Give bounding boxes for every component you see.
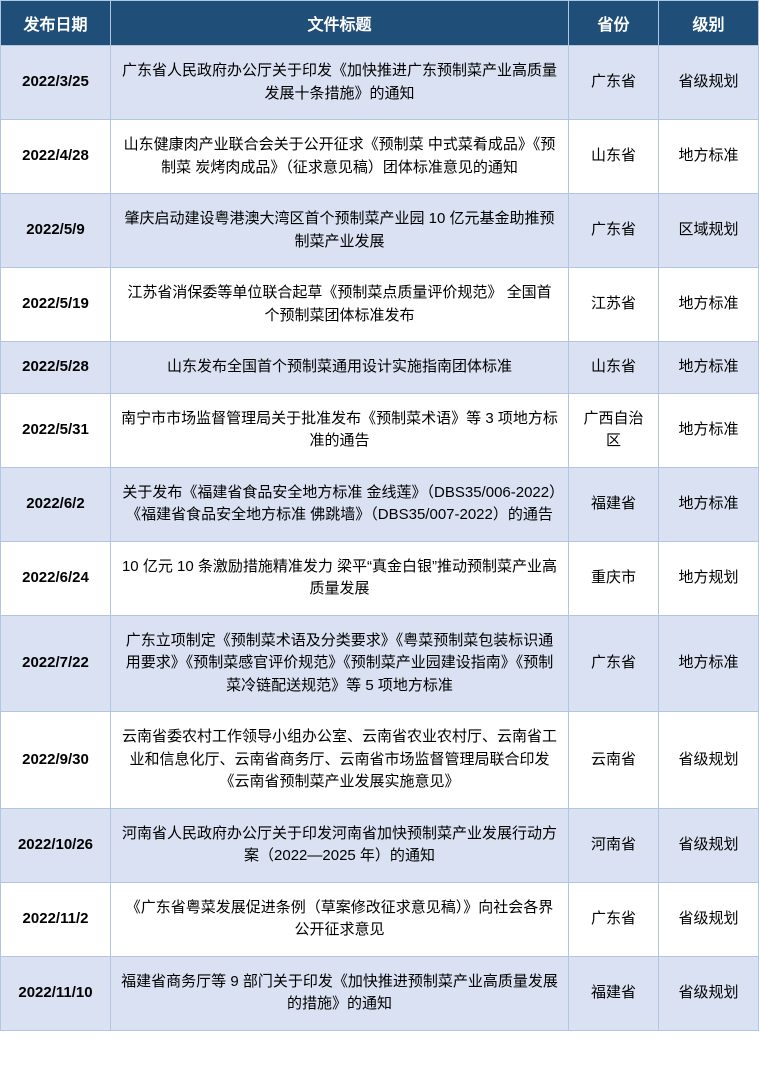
cell-date: 2022/3/25 xyxy=(1,46,111,120)
cell-date: 2022/5/31 xyxy=(1,393,111,467)
col-header-title: 文件标题 xyxy=(111,1,569,46)
col-header-prov: 省份 xyxy=(569,1,659,46)
table-row: 2022/5/28山东发布全国首个预制菜通用设计实施指南团体标准山东省地方标准 xyxy=(1,342,759,394)
cell-prov: 山东省 xyxy=(569,120,659,194)
cell-title: 《广东省粤菜发展促进条例（草案修改征求意见稿）》向社会各界公开征求意见 xyxy=(111,882,569,956)
table-row: 2022/6/2关于发布《福建省食品安全地方标准 金线莲》（DBS35/006-… xyxy=(1,467,759,541)
cell-date: 2022/9/30 xyxy=(1,712,111,809)
cell-level: 省级规划 xyxy=(659,712,759,809)
col-header-date: 发布日期 xyxy=(1,1,111,46)
table-row: 2022/7/22广东立项制定《预制菜术语及分类要求》《粤菜预制菜包装标识通用要… xyxy=(1,615,759,712)
table-row: 2022/5/31南宁市市场监督管理局关于批准发布《预制菜术语》等 3 项地方标… xyxy=(1,393,759,467)
cell-date: 2022/6/24 xyxy=(1,541,111,615)
cell-date: 2022/7/22 xyxy=(1,615,111,712)
cell-level: 地方标准 xyxy=(659,342,759,394)
cell-level: 省级规划 xyxy=(659,882,759,956)
cell-level: 省级规划 xyxy=(659,46,759,120)
cell-level: 地方标准 xyxy=(659,268,759,342)
cell-level: 地方标准 xyxy=(659,120,759,194)
header-row: 发布日期 文件标题 省份 级别 xyxy=(1,1,759,46)
cell-level: 地方标准 xyxy=(659,393,759,467)
cell-date: 2022/5/9 xyxy=(1,194,111,268)
cell-date: 2022/4/28 xyxy=(1,120,111,194)
cell-title: 云南省委农村工作领导小组办公室、云南省农业农村厅、云南省工业和信息化厅、云南省商… xyxy=(111,712,569,809)
cell-title: 江苏省消保委等单位联合起草《预制菜点质量评价规范》 全国首个预制菜团体标准发布 xyxy=(111,268,569,342)
cell-date: 2022/11/10 xyxy=(1,956,111,1030)
cell-prov: 广东省 xyxy=(569,882,659,956)
cell-title: 南宁市市场监督管理局关于批准发布《预制菜术语》等 3 项地方标准的通告 xyxy=(111,393,569,467)
cell-title: 广东立项制定《预制菜术语及分类要求》《粤菜预制菜包装标识通用要求》《预制菜感官评… xyxy=(111,615,569,712)
cell-prov: 福建省 xyxy=(569,467,659,541)
table-row: 2022/4/28山东健康肉产业联合会关于公开征求《预制菜 中式菜肴成品》《预制… xyxy=(1,120,759,194)
cell-prov: 河南省 xyxy=(569,808,659,882)
cell-level: 地方标准 xyxy=(659,467,759,541)
table-row: 2022/11/10福建省商务厅等 9 部门关于印发《加快推进预制菜产业高质量发… xyxy=(1,956,759,1030)
cell-title: 广东省人民政府办公厅关于印发《加快推进广东预制菜产业高质量发展十条措施》的通知 xyxy=(111,46,569,120)
cell-prov: 山东省 xyxy=(569,342,659,394)
cell-title: 肇庆启动建设粤港澳大湾区首个预制菜产业园 10 亿元基金助推预制菜产业发展 xyxy=(111,194,569,268)
cell-prov: 广西自治区 xyxy=(569,393,659,467)
cell-level: 地方标准 xyxy=(659,615,759,712)
cell-title: 关于发布《福建省食品安全地方标准 金线莲》（DBS35/006-2022）《福建… xyxy=(111,467,569,541)
table-row: 2022/10/26河南省人民政府办公厅关于印发河南省加快预制菜产业发展行动方案… xyxy=(1,808,759,882)
cell-level: 省级规划 xyxy=(659,956,759,1030)
cell-title: 山东发布全国首个预制菜通用设计实施指南团体标准 xyxy=(111,342,569,394)
table-row: 2022/11/2《广东省粤菜发展促进条例（草案修改征求意见稿）》向社会各界公开… xyxy=(1,882,759,956)
cell-title: 福建省商务厅等 9 部门关于印发《加快推进预制菜产业高质量发展的措施》的通知 xyxy=(111,956,569,1030)
cell-prov: 江苏省 xyxy=(569,268,659,342)
table-row: 2022/5/9肇庆启动建设粤港澳大湾区首个预制菜产业园 10 亿元基金助推预制… xyxy=(1,194,759,268)
cell-level: 省级规划 xyxy=(659,808,759,882)
cell-date: 2022/5/28 xyxy=(1,342,111,394)
table-row: 2022/3/25广东省人民政府办公厅关于印发《加快推进广东预制菜产业高质量发展… xyxy=(1,46,759,120)
cell-title: 10 亿元 10 条激励措施精准发力 梁平“真金白银”推动预制菜产业高质量发展 xyxy=(111,541,569,615)
table-body: 2022/3/25广东省人民政府办公厅关于印发《加快推进广东预制菜产业高质量发展… xyxy=(1,46,759,1031)
table-row: 2022/9/30云南省委农村工作领导小组办公室、云南省农业农村厅、云南省工业和… xyxy=(1,712,759,809)
cell-level: 区域规划 xyxy=(659,194,759,268)
cell-level: 地方规划 xyxy=(659,541,759,615)
table-row: 2022/6/2410 亿元 10 条激励措施精准发力 梁平“真金白银”推动预制… xyxy=(1,541,759,615)
cell-date: 2022/5/19 xyxy=(1,268,111,342)
cell-date: 2022/6/2 xyxy=(1,467,111,541)
cell-prov: 广东省 xyxy=(569,194,659,268)
col-header-level: 级别 xyxy=(659,1,759,46)
cell-prov: 广东省 xyxy=(569,615,659,712)
policy-table: 发布日期 文件标题 省份 级别 2022/3/25广东省人民政府办公厅关于印发《… xyxy=(0,0,759,1031)
cell-title: 河南省人民政府办公厅关于印发河南省加快预制菜产业发展行动方案（2022—2025… xyxy=(111,808,569,882)
table-row: 2022/5/19江苏省消保委等单位联合起草《预制菜点质量评价规范》 全国首个预… xyxy=(1,268,759,342)
cell-prov: 福建省 xyxy=(569,956,659,1030)
cell-date: 2022/10/26 xyxy=(1,808,111,882)
cell-prov: 云南省 xyxy=(569,712,659,809)
cell-title: 山东健康肉产业联合会关于公开征求《预制菜 中式菜肴成品》《预制菜 炭烤肉成品》（… xyxy=(111,120,569,194)
cell-date: 2022/11/2 xyxy=(1,882,111,956)
cell-prov: 重庆市 xyxy=(569,541,659,615)
cell-prov: 广东省 xyxy=(569,46,659,120)
